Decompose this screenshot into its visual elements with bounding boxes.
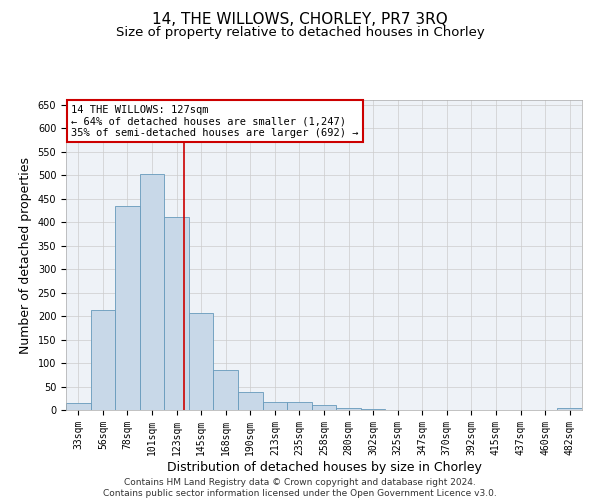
Text: Size of property relative to detached houses in Chorley: Size of property relative to detached ho… [116, 26, 484, 39]
Bar [287, 402, 312, 410]
Bar [263, 402, 287, 410]
Bar [91, 310, 115, 410]
Bar [557, 408, 582, 410]
Bar [214, 370, 238, 410]
Text: 14 THE WILLOWS: 127sqm
← 64% of detached houses are smaller (1,247)
35% of semi-: 14 THE WILLOWS: 127sqm ← 64% of detached… [71, 104, 359, 138]
Bar [189, 313, 214, 410]
Bar [336, 408, 361, 410]
Text: 14, THE WILLOWS, CHORLEY, PR7 3RQ: 14, THE WILLOWS, CHORLEY, PR7 3RQ [152, 12, 448, 28]
Bar [238, 392, 263, 410]
Bar [164, 218, 189, 410]
X-axis label: Distribution of detached houses by size in Chorley: Distribution of detached houses by size … [167, 460, 481, 473]
Text: Contains HM Land Registry data © Crown copyright and database right 2024.
Contai: Contains HM Land Registry data © Crown c… [103, 478, 497, 498]
Y-axis label: Number of detached properties: Number of detached properties [19, 156, 32, 354]
Bar [312, 406, 336, 410]
Bar [115, 206, 140, 410]
Bar [140, 174, 164, 410]
Bar [66, 403, 91, 410]
Bar [361, 408, 385, 410]
